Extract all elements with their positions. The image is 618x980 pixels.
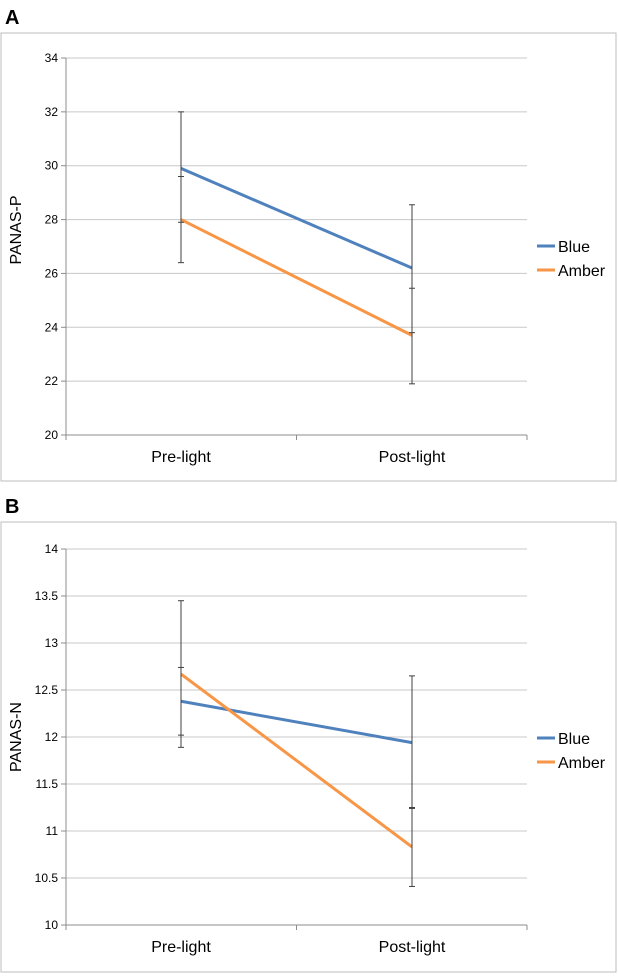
y-tick-label: 14 xyxy=(45,542,59,556)
series-line-amber xyxy=(180,218,413,337)
y-tick-label: 26 xyxy=(45,266,59,280)
y-tick-label: 20 xyxy=(45,428,59,442)
category-label: Post-light xyxy=(379,939,446,956)
legend-label: Blue xyxy=(558,731,590,748)
category-label: Post-light xyxy=(379,449,446,466)
grid-lines xyxy=(66,57,527,382)
category-label: Pre-light xyxy=(151,449,211,466)
error-bars xyxy=(178,600,415,887)
y-axis-label: PANAS-P xyxy=(8,195,25,264)
y-tick-label: 24 xyxy=(45,320,59,334)
legend-label: Blue xyxy=(558,239,590,256)
y-tick-label: 12 xyxy=(45,730,59,744)
series-line-blue xyxy=(180,167,413,270)
y-tick-label: 11.5 xyxy=(36,777,59,791)
axes xyxy=(61,57,528,440)
series xyxy=(180,672,413,849)
axes xyxy=(61,548,528,930)
chart-frame xyxy=(0,32,617,482)
y-tick-labels: 10 10.5 11 11.5 12 12.5 13 13.5 14 xyxy=(35,542,59,932)
panel-label: A xyxy=(5,7,19,29)
y-tick-label: 32 xyxy=(45,105,59,119)
y-tick-label: 11 xyxy=(46,824,59,838)
y-tick-labels: 20 22 24 26 28 30 32 34 xyxy=(45,51,59,442)
grid-lines xyxy=(66,548,527,879)
panel-b: B 10 10.5 11 11.5 12 12.5 13 13.5 14 Pre-light P… xyxy=(0,496,617,973)
y-tick-label: 12.5 xyxy=(35,683,59,697)
legend-label: Amber xyxy=(558,263,606,280)
legend: Blue Amber xyxy=(537,239,606,280)
category-label: Pre-light xyxy=(151,939,211,956)
y-tick-label: 30 xyxy=(45,159,59,173)
chart-frame xyxy=(0,521,617,973)
legend-label: Amber xyxy=(558,755,606,772)
y-tick-label: 10.5 xyxy=(35,871,59,885)
y-tick-label: 22 xyxy=(45,374,59,388)
panel-label: B xyxy=(5,496,19,518)
series-line-blue xyxy=(180,699,413,745)
y-tick-label: 34 xyxy=(45,51,59,65)
series xyxy=(180,167,413,337)
y-tick-label: 13 xyxy=(45,636,59,650)
y-tick-label: 13.5 xyxy=(35,589,59,603)
y-tick-label: 28 xyxy=(45,213,59,227)
error-bars xyxy=(178,111,415,385)
legend: Blue Amber xyxy=(537,731,606,772)
y-tick-label: 10 xyxy=(45,918,59,932)
y-axis-label: PANAS-N xyxy=(8,702,25,772)
series-line-amber xyxy=(180,672,413,849)
